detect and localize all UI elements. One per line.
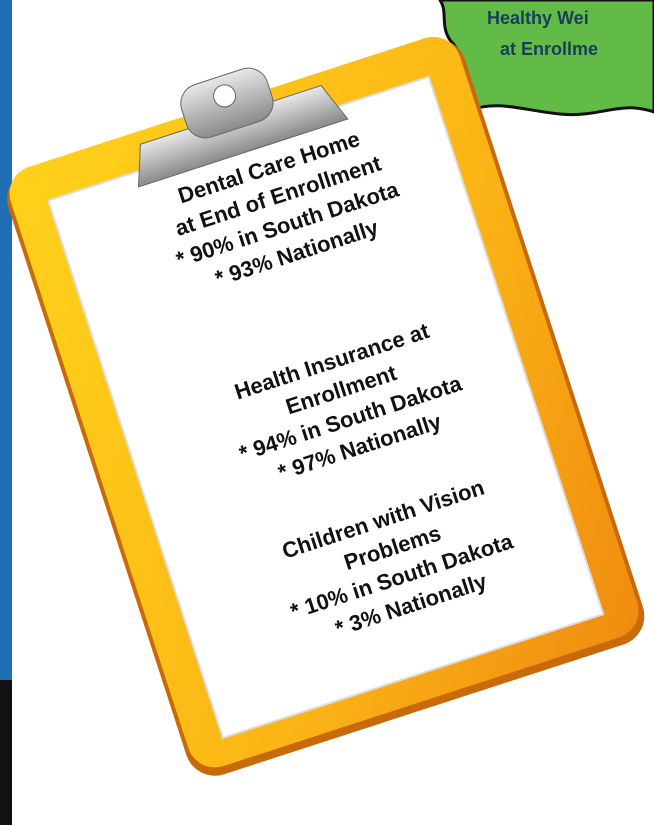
page: Healthy Wei at Enrollme Dental Care Home… — [0, 0, 654, 825]
infographic: Healthy Wei at Enrollme Dental Care Home… — [0, 0, 654, 825]
side-strip — [0, 0, 12, 680]
badge-text: at Enrollme — [500, 39, 598, 59]
side-strip-dark — [0, 680, 12, 825]
badge-text: Healthy Wei — [487, 8, 589, 28]
